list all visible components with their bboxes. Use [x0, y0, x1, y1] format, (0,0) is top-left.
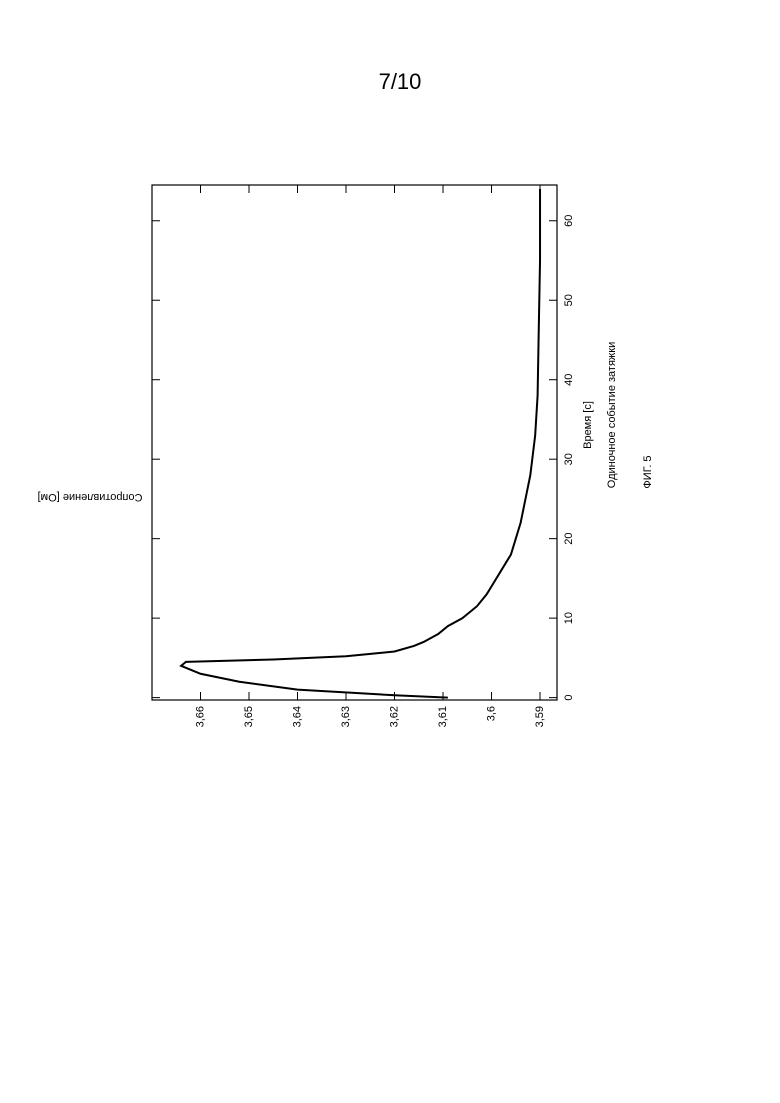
y-tick-label: 3,62: [388, 706, 400, 727]
x-tick-label: 40: [563, 374, 575, 386]
data-line: [181, 189, 540, 698]
y-tick-label: 3,63: [340, 706, 352, 727]
figure-label: ФИГ. 5: [642, 455, 654, 488]
page: 7/10 Время [с] Одиночное событие затяжки…: [0, 0, 780, 1103]
x-tick-label: 20: [563, 533, 575, 545]
y-axis-label: Сопротивление [Ом]: [38, 491, 143, 503]
plot-frame: [152, 185, 557, 700]
x-tick-label: 60: [563, 215, 575, 227]
y-tick-label: 3,61: [437, 706, 449, 727]
x-tick-label: 30: [563, 453, 575, 465]
y-tick-label: 3,59: [534, 706, 546, 727]
y-tick-label: 3,64: [291, 706, 303, 727]
x-tick-label: 10: [563, 612, 575, 624]
page-number: 7/10: [379, 69, 422, 94]
caption: Одиночное событие затяжки: [606, 342, 618, 488]
x-axis-label: Время [с]: [582, 401, 594, 449]
chart: Время [с] Одиночное событие затяжки ФИГ.…: [38, 185, 654, 727]
y-tick-label: 3,65: [243, 706, 255, 727]
x-tick-label: 50: [563, 294, 575, 306]
y-tick-label: 3,66: [194, 706, 206, 727]
y-tick-label: 3,6: [485, 706, 497, 721]
x-tick-label: 0: [563, 695, 575, 701]
